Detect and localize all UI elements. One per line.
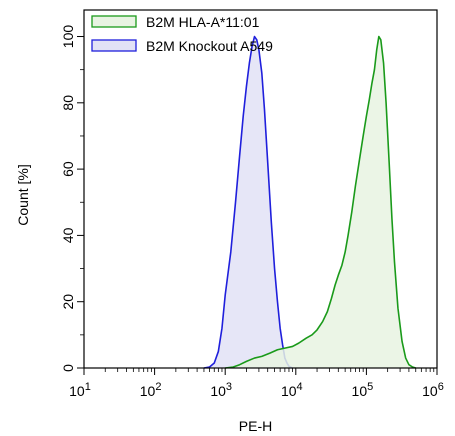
y-tick-label-0: 0 [60, 364, 76, 372]
x-axis-title: PE-H [239, 418, 272, 434]
series-1-line [203, 35, 293, 369]
plot-frame [83, 9, 438, 369]
x-tick-label-5: 106 [422, 381, 444, 399]
x-tick-label-0: 101 [69, 381, 91, 399]
x-tick-label-2: 103 [210, 381, 232, 399]
series-1-area [203, 36, 293, 369]
series-0-area [225, 36, 416, 369]
x-tick-label-4: 105 [352, 381, 374, 399]
y-tick-label-4: 80 [60, 95, 76, 111]
legend-label-1: B2M Knockout A549 [146, 38, 273, 54]
x-tick-label-1: 102 [140, 381, 162, 399]
x-tick-label-3: 104 [281, 381, 303, 399]
legend-swatch-1 [91, 39, 137, 52]
y-tick-label-1: 20 [60, 294, 76, 310]
y-tick-label-2: 40 [60, 227, 76, 243]
legend: B2M HLA-A*11:01 B2M Knockout A549 [91, 14, 273, 54]
series-0-line [225, 35, 416, 369]
legend-label-0: B2M HLA-A*11:01 [146, 14, 260, 30]
plot-area [203, 35, 437, 369]
y-tick-label-5: 100 [60, 25, 76, 49]
legend-swatch-0 [91, 15, 137, 28]
axes: 101 102 103 104 105 106 0 20 40 60 80 100 PE-H Count … [15, 9, 444, 434]
y-axis-title: Count [%] [15, 164, 31, 225]
y-tick-label-3: 60 [60, 161, 76, 177]
